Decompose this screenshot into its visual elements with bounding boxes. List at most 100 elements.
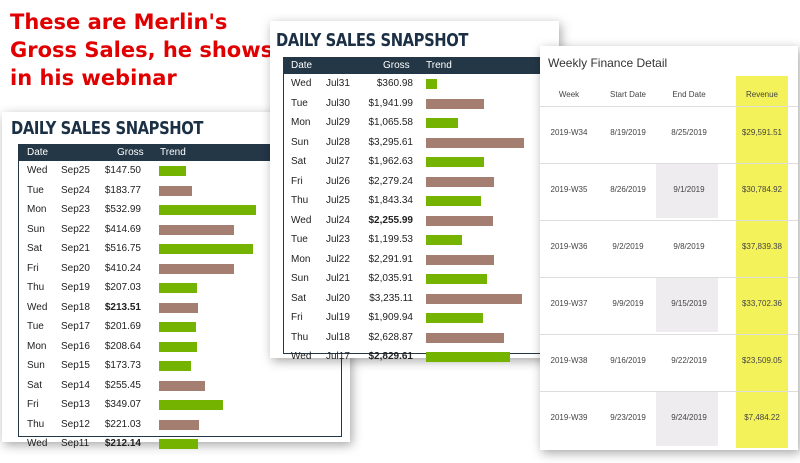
trend-bar	[426, 352, 510, 362]
snapshot-rows: Wed Sep25 $147.50 Tue Sep24 $183.77 Mon Sep23 $5…	[19, 161, 341, 454]
gross-cell: $349.07	[104, 399, 141, 410]
revenue-cell: $37,839.38	[741, 242, 783, 251]
snapshot-row: Wed Jul31 $360.98	[284, 74, 556, 94]
snapshot-row: Tue Sep17 $201.69	[19, 317, 341, 337]
revenue-cell: $23,509.05	[741, 356, 783, 365]
date-cell: Jul30	[326, 97, 350, 109]
trend-bar	[159, 166, 186, 176]
date-cell: Sep12	[61, 418, 90, 430]
caption-line-3: in his webinar	[10, 66, 177, 90]
date-cell: Sep11	[61, 438, 90, 449]
day-cell: Mon	[27, 204, 47, 215]
end-date-cell: 9/24/2019	[671, 413, 707, 422]
trend-bar	[426, 215, 493, 226]
snapshot-row: Fri Sep20 $410.24	[19, 259, 341, 279]
gross-cell: $1,909.94	[368, 312, 414, 323]
day-cell: Wed	[27, 301, 48, 313]
trend-bar	[426, 254, 494, 265]
snapshot-row: Wed Jul24 $2,255.99	[284, 211, 556, 231]
week-cell: 2019-W36	[550, 242, 588, 251]
row-shade	[656, 392, 718, 446]
gross-cell: $3,235.11	[369, 292, 413, 304]
caption-line-1: These are Merlin's	[10, 10, 228, 34]
gross-cell: $1,962.63	[368, 156, 414, 167]
gross-cell: $1,199.53	[368, 234, 414, 245]
revenue-cell: $7,484.22	[744, 413, 780, 422]
day-cell: Tue	[27, 321, 44, 332]
gross-cell: $213.51	[104, 301, 141, 313]
weekly-row: 2019-W39 9/23/2019 9/24/2019 $7,484.22	[540, 391, 798, 446]
trend-bar	[159, 244, 253, 254]
trend-bar	[159, 439, 198, 449]
snapshot-row: Sat Jul27 $1,962.63	[284, 152, 556, 172]
day-cell: Tue	[291, 97, 308, 109]
week-cell: 2019-W39	[550, 413, 588, 422]
snapshot-row: Thu Sep12 $221.03	[19, 415, 341, 435]
end-date-cell: 9/22/2019	[671, 356, 707, 365]
day-cell: Thu	[27, 418, 45, 430]
date-cell: Jul31	[326, 78, 350, 89]
date-cell: Jul28	[326, 136, 350, 148]
date-cell: Jul18	[326, 331, 350, 343]
day-cell: Wed	[291, 351, 312, 362]
gross-cell: $2,255.99	[368, 214, 414, 226]
trend-bar	[159, 283, 197, 293]
snapshot-row: Sat Jul20 $3,235.11	[284, 289, 556, 309]
date-cell: Sep18	[61, 301, 90, 313]
snapshot-row: Mon Sep16 $208.64	[19, 337, 341, 357]
week-cell: 2019-W37	[550, 299, 588, 308]
trend-bar	[426, 79, 437, 89]
trend-bar	[426, 98, 484, 109]
end-date-cell: 9/15/2019	[671, 299, 707, 308]
start-date-cell: 8/19/2019	[610, 128, 646, 137]
day-cell: Mon	[27, 340, 47, 352]
snapshot-row: Tue Jul23 $1,199.53	[284, 230, 556, 250]
week-cell: 2019-W34	[550, 128, 588, 137]
trend-bar	[159, 263, 234, 274]
day-cell: Sun	[27, 223, 45, 235]
column-header-start-date: Start Date	[609, 90, 646, 99]
date-cell: Jul17	[326, 351, 350, 362]
date-cell: Sep22	[61, 223, 90, 235]
date-cell: Jul27	[326, 156, 350, 167]
gross-cell: $3,295.61	[368, 136, 414, 148]
day-cell: Sat	[27, 379, 43, 391]
day-cell: Sat	[291, 292, 307, 304]
column-header-date: Date	[291, 60, 313, 71]
day-cell: Wed	[27, 165, 48, 176]
trend-bar	[159, 400, 223, 410]
snapshot-table: Date Gross Trend Wed Jul31 $360.98 Tue Jul30…	[283, 57, 557, 362]
gross-cell: $208.64	[104, 340, 141, 352]
date-cell: Sep15	[61, 360, 90, 371]
start-date-cell: 9/23/2019	[610, 413, 646, 422]
gross-cell: $2,628.87	[368, 331, 414, 343]
daily-sales-snapshot-july: DAILY SALES SNAPSHOT Date Gross Trend We…	[270, 21, 559, 362]
gross-cell: $360.98	[376, 78, 413, 89]
trend-bar	[159, 205, 256, 215]
date-cell: Sep24	[61, 184, 90, 196]
date-cell: Sep19	[61, 282, 90, 293]
snapshot-row: Thu Jul18 $2,628.87	[284, 328, 556, 348]
snapshot-row: Wed Jul17 $2,829.61	[284, 347, 556, 367]
snapshot-row: Wed Sep18 $213.51	[19, 298, 341, 318]
gross-cell: $207.03	[104, 282, 141, 293]
caption-annotation: These are Merlin's Gross Sales, he shows…	[10, 8, 280, 92]
date-cell: Jul21	[326, 273, 350, 284]
date-cell: Sep17	[61, 321, 90, 332]
snapshot-row: Tue Jul30 $1,941.99	[284, 94, 556, 114]
end-date-cell: 9/8/2019	[673, 242, 705, 251]
trend-bar	[426, 235, 462, 245]
snapshot-rows: Wed Jul31 $360.98 Tue Jul30 $1,941.99 Mon Jul29…	[284, 74, 556, 367]
column-header-revenue: Revenue	[745, 90, 779, 99]
date-cell: Sep20	[61, 262, 90, 274]
revenue-cell: $29,591.51	[741, 128, 783, 137]
day-cell: Mon	[291, 117, 311, 128]
snapshot-row: Sun Jul28 $3,295.61	[284, 133, 556, 153]
day-cell: Tue	[27, 184, 44, 196]
snapshot-row: Mon Jul22 $2,291.91	[284, 250, 556, 270]
day-cell: Fri	[291, 312, 303, 323]
day-cell: Fri	[27, 262, 39, 274]
gross-cell: $1,065.58	[368, 117, 414, 128]
snapshot-row: Mon Sep23 $532.99	[19, 200, 341, 220]
date-cell: Jul26	[326, 175, 350, 187]
